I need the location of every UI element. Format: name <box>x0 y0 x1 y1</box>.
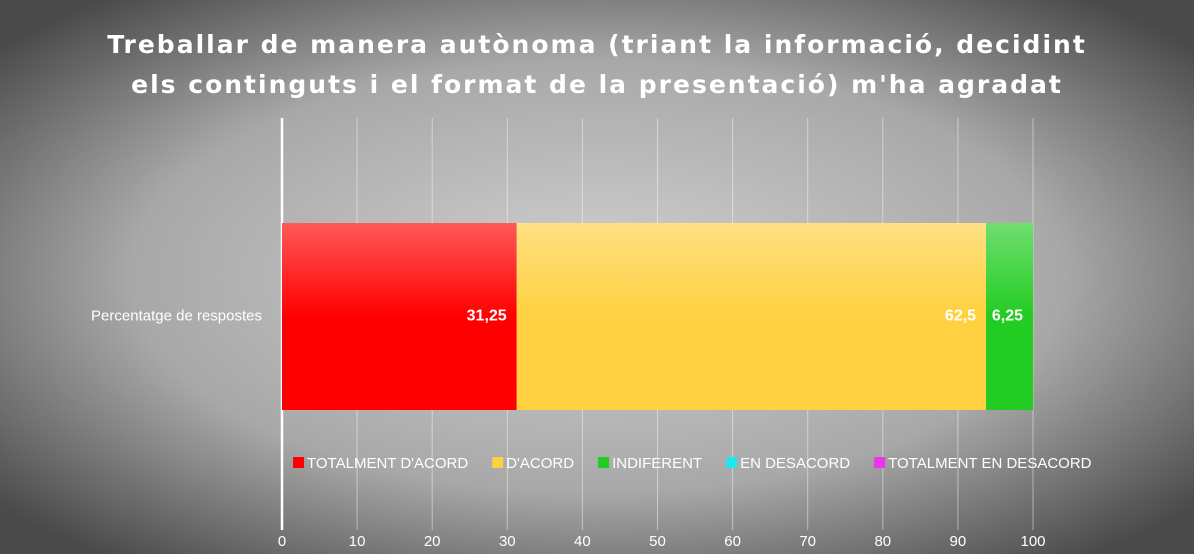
x-tick-label: 40 <box>574 533 591 550</box>
legend-marker <box>726 457 738 468</box>
bar-shade <box>986 223 1033 317</box>
x-tick-label: 30 <box>499 533 516 550</box>
x-tick-label: 10 <box>349 533 366 550</box>
chart-title: els continguts i el format de la present… <box>131 70 1063 99</box>
x-tick-label: 0 <box>278 533 286 550</box>
legend-marker <box>293 457 304 468</box>
chart-title: Treballar de manera autònoma (triant la … <box>107 30 1087 59</box>
value-label: 31,25 <box>467 308 507 325</box>
legend-label: INDIFERENT <box>612 455 702 472</box>
x-tick-label: 70 <box>799 533 816 550</box>
value-label: 62,5 <box>945 308 976 325</box>
value-label: 6,25 <box>992 308 1023 325</box>
legend-label: TOTALMENT EN DESACORD <box>888 455 1092 472</box>
bar-shade <box>282 223 517 317</box>
legend-label: EN DESACORD <box>740 455 850 472</box>
legend-label: D'ACORD <box>506 455 574 472</box>
legend-label: TOTALMENT D'ACORD <box>307 455 468 472</box>
x-tick-label: 50 <box>649 533 666 550</box>
legend-marker <box>874 457 886 468</box>
x-tick-label: 80 <box>874 533 891 550</box>
legend-marker <box>492 457 504 468</box>
x-tick-label: 20 <box>424 533 441 550</box>
legend-marker <box>598 457 610 468</box>
category-label: Percentatge de respostes <box>91 307 262 324</box>
x-tick-label: 90 <box>950 533 967 550</box>
bar-shade <box>516 223 987 317</box>
x-tick-label: 100 <box>1020 533 1045 550</box>
x-tick-label: 60 <box>724 533 741 550</box>
